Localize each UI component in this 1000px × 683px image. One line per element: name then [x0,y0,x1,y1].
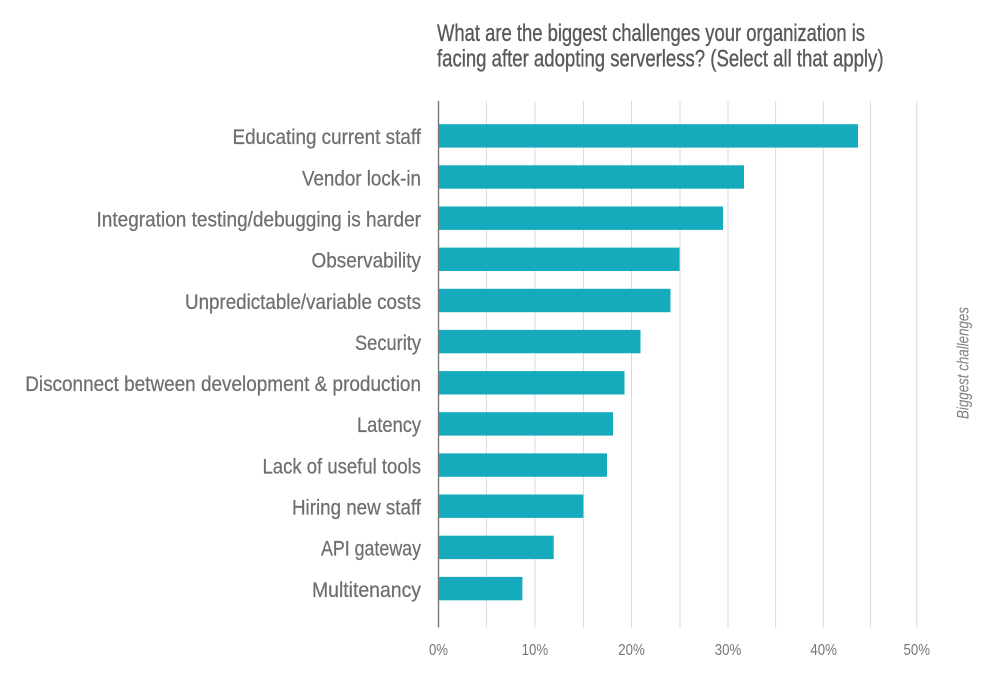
svg-text:30%: 30% [715,642,742,659]
svg-text:Multitenancy: Multitenancy [312,579,422,602]
svg-text:Security: Security [355,332,422,355]
svg-text:Lack of useful tools: Lack of useful tools [263,455,422,478]
svg-text:50%: 50% [904,642,931,659]
svg-text:Disconnect between development: Disconnect between development & product… [25,373,421,396]
svg-text:API gateway: API gateway [321,538,422,561]
svg-text:What are the biggest challenge: What are the biggest challenges your org… [437,20,865,47]
svg-text:20%: 20% [618,642,645,659]
svg-text:10%: 10% [522,642,549,659]
svg-text:Unpredictable/variable costs: Unpredictable/variable costs [185,291,421,314]
svg-text:Biggest challenges: Biggest challenges [955,307,973,419]
svg-text:0%: 0% [429,642,448,659]
svg-text:Vendor lock-in: Vendor lock-in [302,167,421,190]
svg-text:Latency: Latency [357,414,422,437]
svg-text:Hiring new staff: Hiring new staff [292,497,421,520]
svg-text:40%: 40% [810,642,837,659]
svg-text:facing after adopting serverle: facing after adopting serverless? (Selec… [437,45,884,72]
svg-text:Educating current staff: Educating current staff [233,126,422,149]
svg-text:Observability: Observability [312,250,422,273]
svg-text:Integration testing/debugging: Integration testing/debugging is harder [97,209,422,232]
